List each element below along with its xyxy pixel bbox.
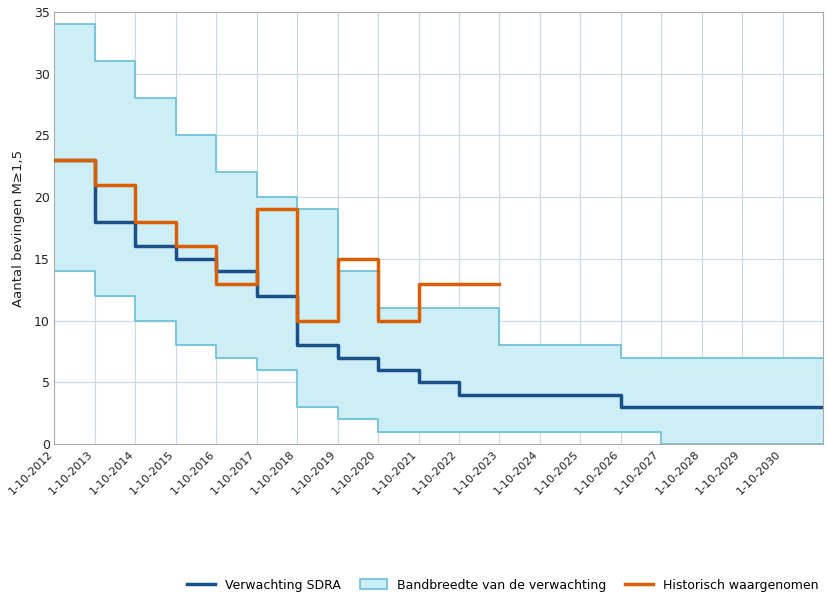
Y-axis label: Aantal bevingen M≥1,5: Aantal bevingen M≥1,5: [12, 149, 26, 307]
Legend: Verwachting SDRA, Bandbreedte van de verwachting, Historisch waargenomen: Verwachting SDRA, Bandbreedte van de ver…: [183, 574, 823, 592]
